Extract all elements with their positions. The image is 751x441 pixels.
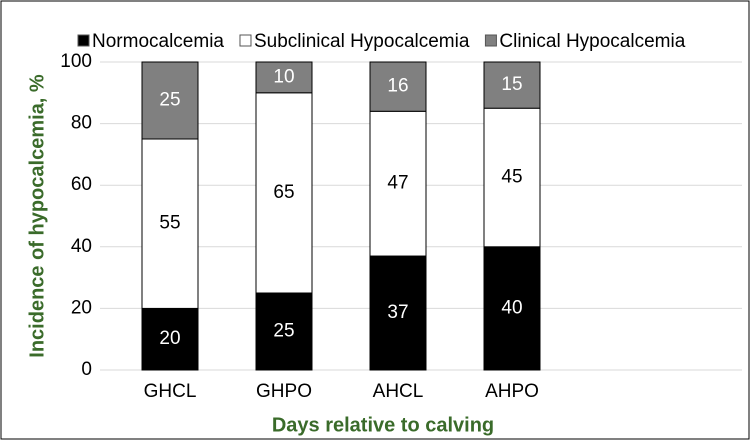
y-tick-label: 0	[81, 359, 92, 380]
bar-segment	[483, 107, 541, 248]
data-label: 45	[501, 167, 522, 188]
data-label: 40	[501, 297, 522, 318]
y-tick-label: 100	[60, 51, 92, 72]
bar-segment	[369, 255, 427, 371]
x-tick-label: AHCL	[373, 381, 424, 402]
data-label: 37	[387, 302, 408, 323]
bar-segment	[369, 110, 427, 257]
y-axis-title: Incidence of hypocalcemia, %	[26, 74, 48, 358]
bar-segment	[369, 61, 427, 112]
data-label: 25	[273, 321, 294, 342]
x-tick-label: AHPO	[485, 381, 539, 402]
legend-label: Subclinical Hypocalcemia	[254, 31, 470, 52]
legend-label: Clinical Hypocalcemia	[499, 31, 685, 52]
data-label: 55	[159, 213, 180, 234]
x-tick-label: GHCL	[144, 381, 197, 402]
y-tick-label: 20	[71, 297, 92, 318]
bar-segment	[141, 307, 199, 371]
y-tick-label: 80	[71, 113, 92, 134]
x-tick-label: GHPO	[256, 381, 312, 402]
data-label: 15	[501, 74, 522, 95]
legend-swatch	[484, 34, 497, 47]
data-label: 20	[159, 328, 180, 349]
data-label: 10	[273, 66, 294, 87]
legend-swatch	[77, 34, 90, 47]
data-label: 47	[387, 173, 408, 194]
data-label: 25	[159, 90, 180, 111]
bar-segment	[255, 61, 313, 94]
bar-segment	[255, 92, 313, 294]
legend-swatch	[239, 34, 252, 47]
bar-segment	[141, 138, 199, 309]
data-label: 16	[387, 76, 408, 97]
bar-segment	[483, 246, 541, 371]
legend-label: Normocalcemia	[92, 31, 224, 52]
bar-segment	[483, 61, 541, 109]
data-label: 65	[273, 182, 294, 203]
y-tick-label: 40	[71, 236, 92, 257]
x-axis-title: Days relative to calving	[272, 414, 494, 436]
bar-segment	[141, 61, 199, 140]
bar-segment	[255, 292, 313, 371]
y-tick-label: 60	[71, 174, 92, 195]
